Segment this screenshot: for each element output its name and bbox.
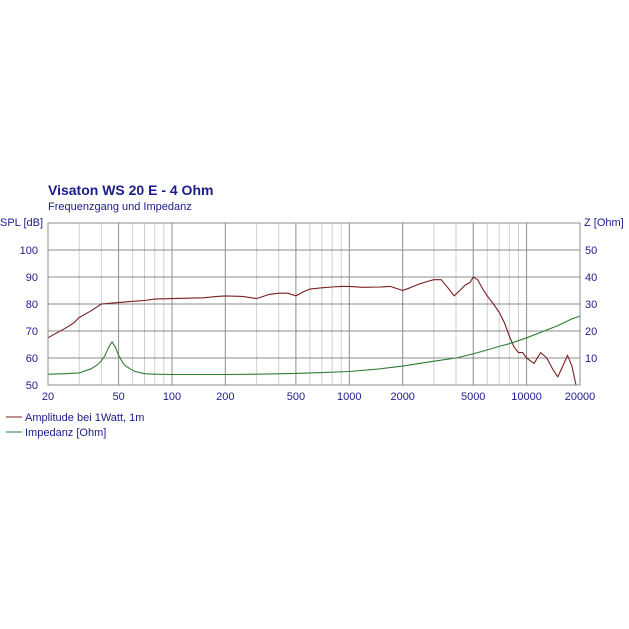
y-right-tick-label: 30 [585, 299, 597, 311]
y-left-tick-label: 50 [26, 380, 38, 392]
y-left-tick-label: 60 [26, 353, 38, 365]
y-right-tick-label: 20 [585, 326, 597, 338]
chart-subtitle: Frequenzgang und Impedanz [48, 201, 192, 213]
y-left-tick-label: 70 [26, 326, 38, 338]
impedance-curve [47, 315, 581, 376]
y-left-tick-label: 100 [20, 245, 38, 257]
spl-curve [47, 276, 580, 386]
y-right-tick-label: 40 [585, 272, 597, 284]
x-tick-label: 2000 [390, 391, 414, 403]
x-tick-label: 50 [112, 391, 124, 403]
x-tick-label: 5000 [461, 391, 485, 403]
legend-label-impedance: Impedanz [Ohm] [25, 427, 106, 439]
tick-labels: 20 50 100 200 500 1000 2000 5000 10000 20000 100 90… [20, 245, 598, 403]
legend: Amplitude bei 1Watt, 1m Impedanz [Ohm] [6, 412, 144, 439]
x-tick-label: 100 [163, 391, 181, 403]
y-axis-left-label: SPL [dB] [0, 217, 43, 229]
y-axis-right-label: Z [Ohm] [584, 217, 624, 229]
y-right-tick-label: 50 [585, 245, 597, 257]
y-left-tick-label: 80 [26, 299, 38, 311]
x-tick-label: 500 [287, 391, 305, 403]
series-lines [47, 276, 581, 386]
x-tick-label: 10000 [511, 391, 542, 403]
x-tick-label: 200 [216, 391, 234, 403]
plot-frame [47, 222, 581, 386]
x-tick-label: 20 [42, 391, 54, 403]
y-right-tick-label: 10 [585, 353, 597, 365]
legend-label-spl: Amplitude bei 1Watt, 1m [25, 412, 144, 424]
x-tick-label: 1000 [337, 391, 361, 403]
y-left-tick-label: 90 [26, 272, 38, 284]
x-tick-label: 20000 [565, 391, 596, 403]
chart-title: Visaton WS 20 E - 4 Ohm [48, 182, 213, 198]
